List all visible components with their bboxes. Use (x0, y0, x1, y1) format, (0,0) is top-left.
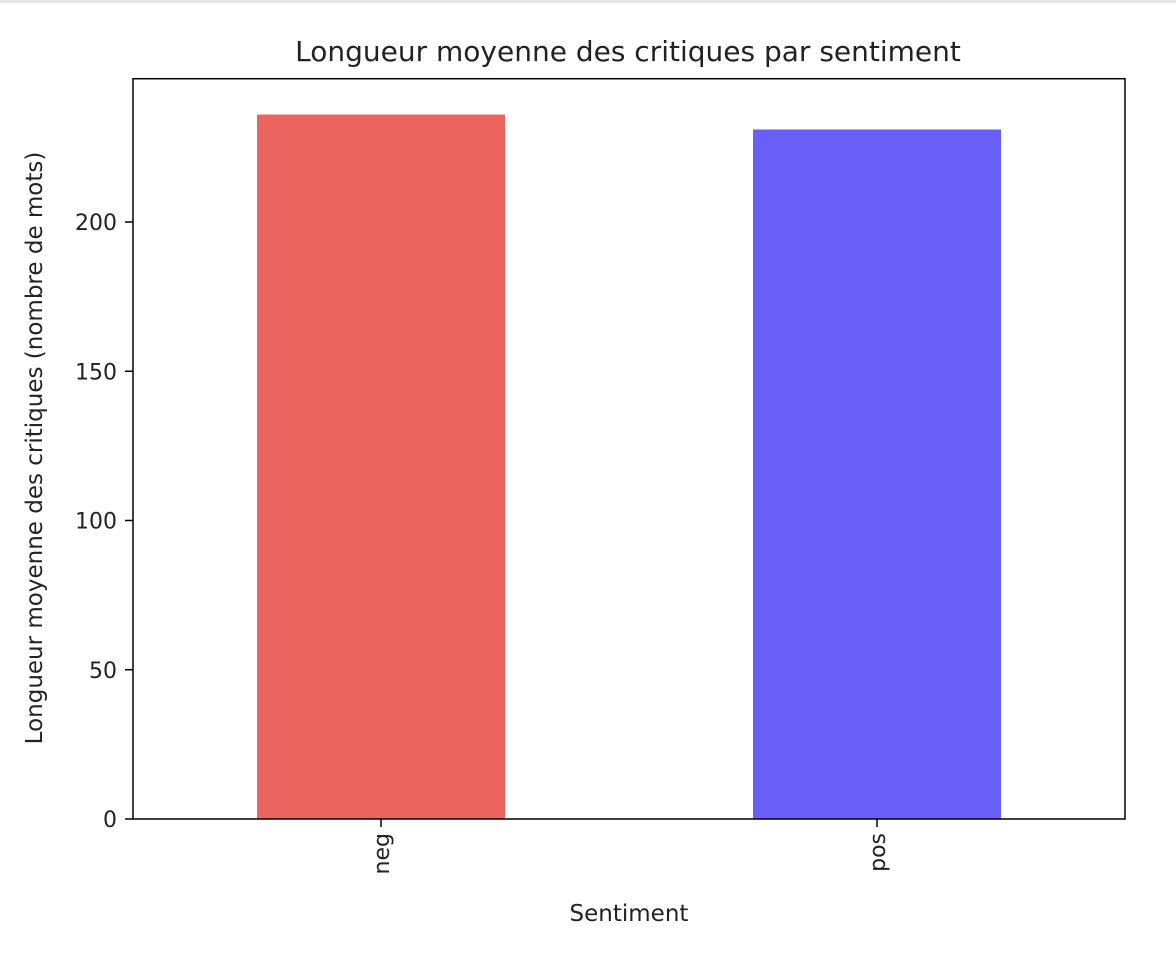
y-tick-label: 100 (75, 510, 117, 535)
x-axis-label: Sentiment (570, 901, 689, 927)
y-tick-label: 50 (89, 659, 117, 684)
y-tick-label: 150 (75, 360, 117, 385)
plot-frame (132, 77, 1126, 820)
y-tick-label: 0 (103, 808, 117, 833)
bar-neg (257, 114, 505, 820)
y-tick-label: 200 (75, 211, 117, 236)
x-tick-label: pos (866, 833, 891, 872)
y-axis-label: Longueur moyenne des critiques (nombre d… (22, 152, 48, 745)
chart-title: Longueur moyenne des critiques par senti… (295, 35, 961, 68)
x-tick-label: neg (370, 833, 395, 874)
bar-pos (753, 129, 1001, 820)
top-border (0, 0, 1176, 3)
